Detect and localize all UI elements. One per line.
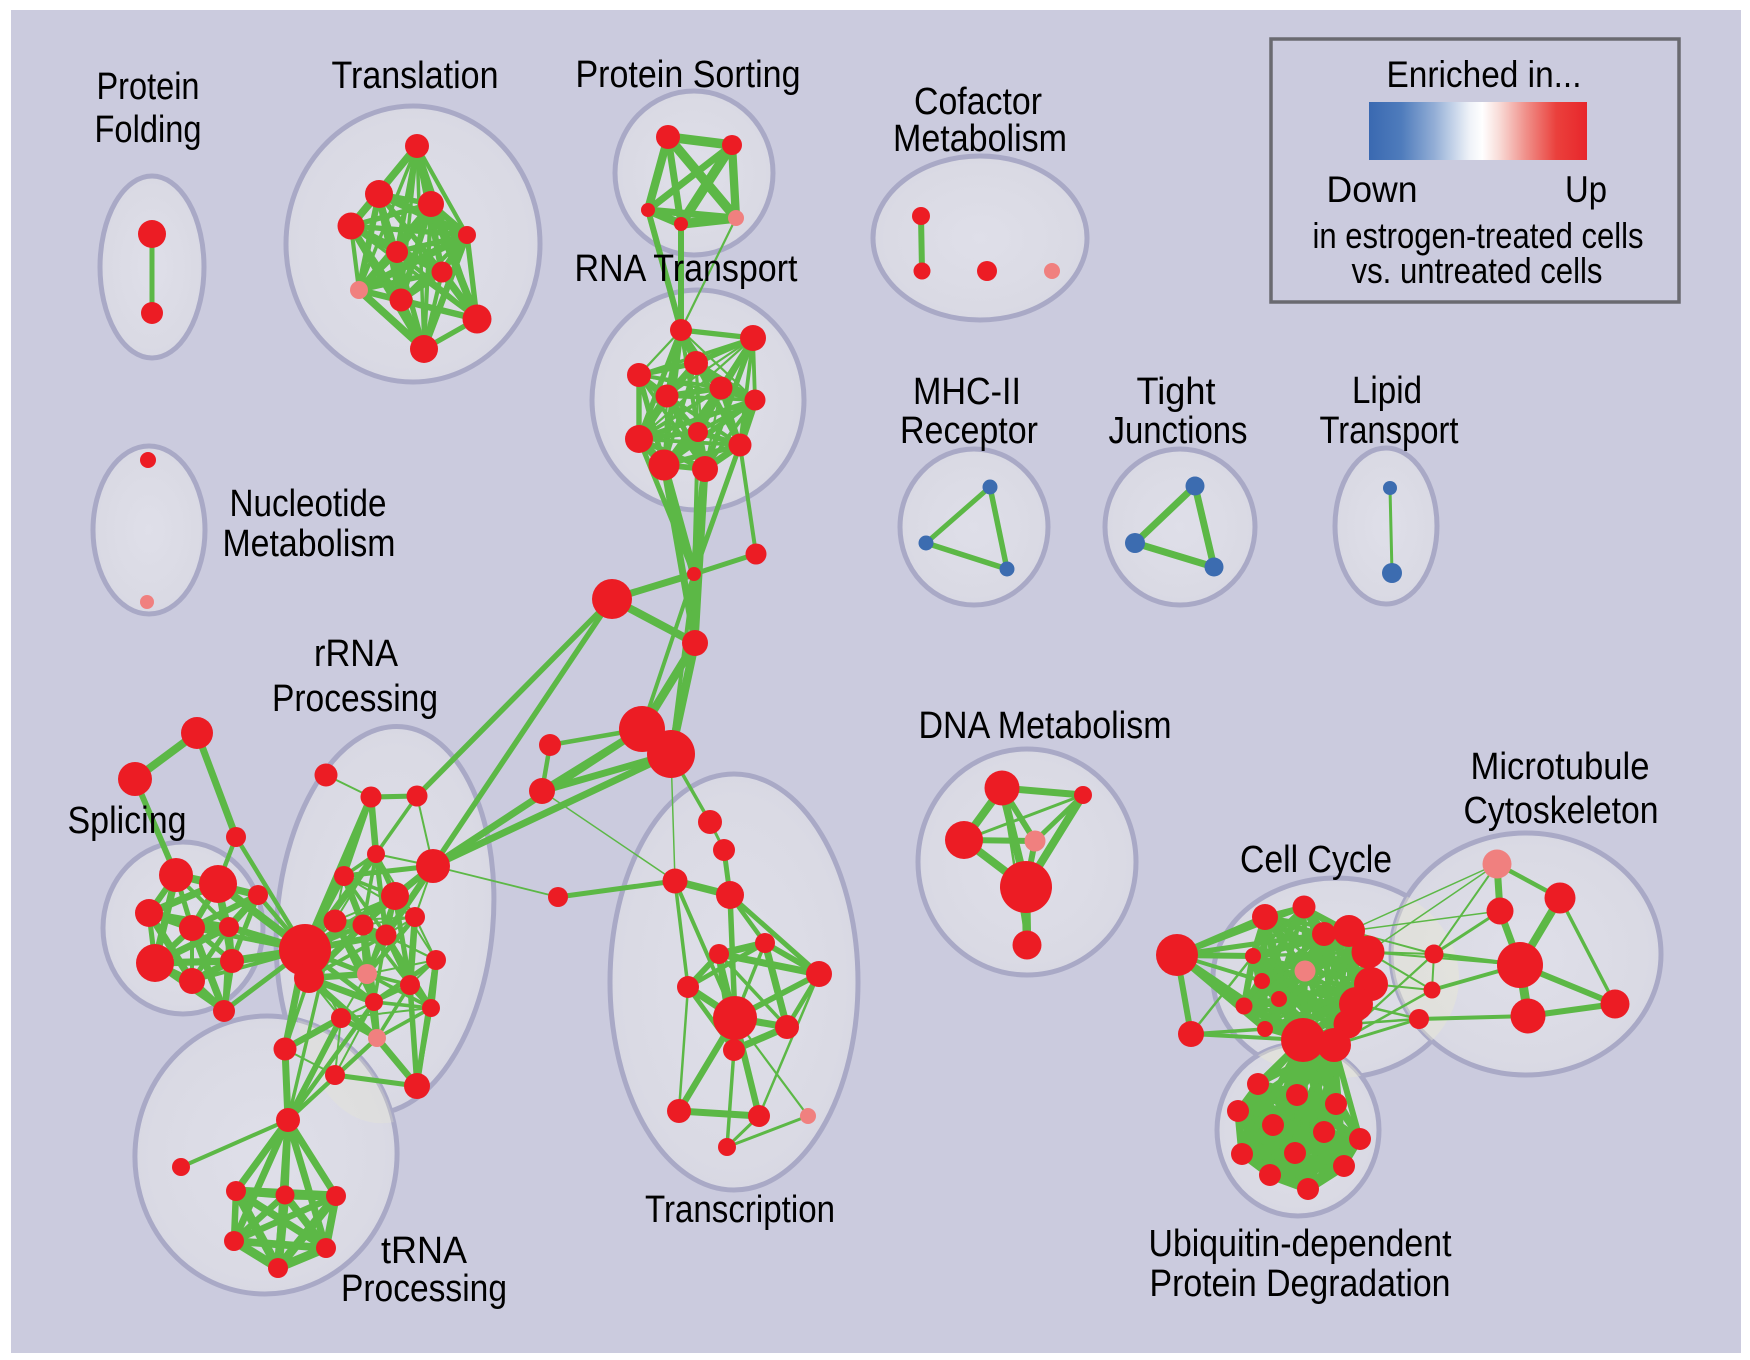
svg-text:Ubiquitin-dependent: Ubiquitin-dependent xyxy=(1149,1223,1452,1265)
svg-text:Cytoskeleton: Cytoskeleton xyxy=(1464,790,1659,832)
svg-text:in estrogen-treated cells: in estrogen-treated cells xyxy=(1313,215,1644,256)
svg-text:Lipid: Lipid xyxy=(1352,370,1422,412)
svg-text:Enriched in...: Enriched in... xyxy=(1387,54,1582,95)
svg-text:Protein Degradation: Protein Degradation xyxy=(1150,1263,1451,1305)
svg-text:Transport: Transport xyxy=(1320,410,1459,452)
svg-text:Up: Up xyxy=(1565,169,1607,210)
svg-text:vs. untreated cells: vs. untreated cells xyxy=(1352,250,1603,291)
svg-text:Metabolism: Metabolism xyxy=(893,118,1067,160)
svg-text:Nucleotide: Nucleotide xyxy=(230,483,387,525)
svg-text:Receptor: Receptor xyxy=(900,410,1038,452)
svg-text:DNA Metabolism: DNA Metabolism xyxy=(919,705,1172,747)
svg-text:Protein Sorting: Protein Sorting xyxy=(576,54,801,96)
svg-text:tRNA: tRNA xyxy=(381,1230,468,1272)
svg-text:Cofactor: Cofactor xyxy=(914,81,1042,123)
svg-text:Translation: Translation xyxy=(332,55,499,97)
svg-text:Tight: Tight xyxy=(1137,371,1216,413)
svg-text:Down: Down xyxy=(1327,169,1418,210)
svg-text:Processing: Processing xyxy=(272,678,438,720)
svg-text:rRNA: rRNA xyxy=(314,633,399,675)
svg-text:MHC-II: MHC-II xyxy=(913,371,1021,413)
svg-text:Metabolism: Metabolism xyxy=(223,523,396,565)
svg-text:Processing: Processing xyxy=(341,1268,507,1310)
svg-text:Transcription: Transcription xyxy=(645,1189,835,1231)
svg-text:Protein: Protein xyxy=(97,66,200,108)
svg-text:Cell Cycle: Cell Cycle xyxy=(1240,839,1392,881)
svg-text:Folding: Folding xyxy=(95,109,202,151)
svg-text:Junctions: Junctions xyxy=(1109,410,1248,452)
svg-text:Splicing: Splicing xyxy=(68,800,187,842)
svg-text:RNA Transport: RNA Transport xyxy=(575,248,798,290)
svg-text:Microtubule: Microtubule xyxy=(1471,746,1650,788)
